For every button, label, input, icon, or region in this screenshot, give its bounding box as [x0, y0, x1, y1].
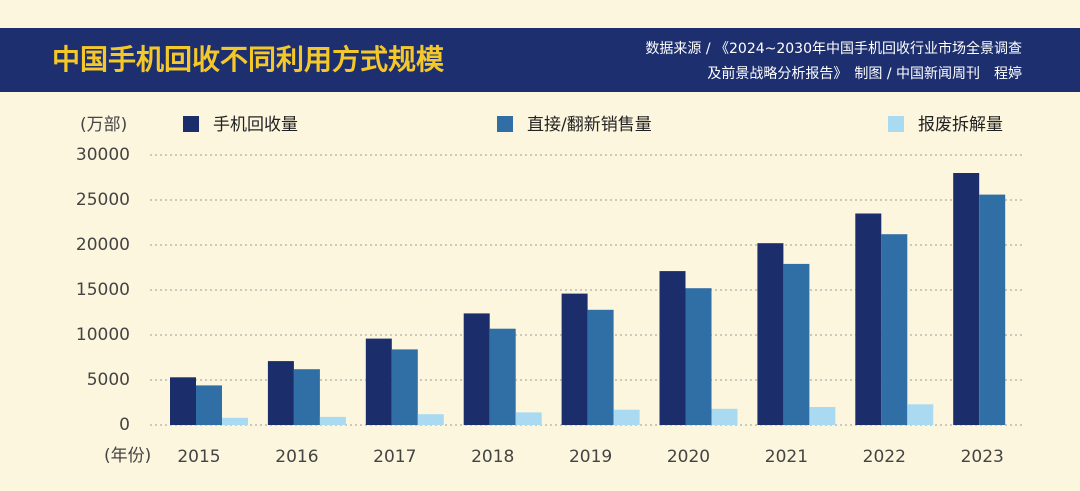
x-tick-label: 2021 — [765, 447, 808, 467]
bar — [561, 293, 588, 425]
x-tick-label: 2020 — [667, 447, 710, 467]
chart-title: 中国手机回收不同利用方式规模 — [52, 43, 445, 76]
x-tick-label: 2023 — [961, 447, 1004, 467]
bar — [319, 416, 346, 425]
bar — [489, 328, 516, 425]
bar — [907, 404, 934, 425]
y-tick-label: 10000 — [76, 325, 130, 345]
bar — [196, 385, 222, 425]
bar — [463, 313, 490, 425]
x-tick-label: 2018 — [471, 447, 514, 467]
source: 及前景战略分析报告》 制图 / 中国新闻周刊 程婷 — [707, 65, 1022, 82]
bar — [953, 173, 980, 425]
bar — [222, 417, 248, 425]
bar — [757, 243, 784, 425]
bar — [685, 288, 712, 425]
source: 数据来源 / 《2024~2030年中国手机回收行业市场全景调查 — [645, 40, 1022, 57]
bar — [293, 369, 320, 425]
bar — [515, 412, 542, 425]
header-band — [0, 28, 1080, 92]
x-tick-label: 2019 — [569, 447, 612, 467]
y-tick-label: 20000 — [76, 235, 130, 255]
bar — [855, 213, 882, 425]
y-axis-label: (万部) — [80, 115, 127, 135]
y-tick-label: 25000 — [76, 190, 130, 210]
x-tick-label: 2016 — [275, 447, 318, 467]
bar — [809, 407, 836, 425]
bar — [711, 408, 738, 425]
bar — [587, 309, 614, 425]
bar — [659, 271, 686, 425]
y-tick-label: 5000 — [87, 370, 130, 390]
legend-label: 报废拆解量 — [918, 115, 1003, 135]
y-tick-label: 30000 — [76, 145, 130, 165]
bar — [391, 349, 418, 425]
bar — [783, 263, 810, 425]
legend-swatch — [497, 116, 513, 132]
legend-swatch — [183, 116, 199, 132]
y-tick-label: 15000 — [76, 280, 130, 300]
x-tick-label: 2017 — [373, 447, 416, 467]
x-axis-label: (年份) — [104, 446, 151, 466]
bar — [365, 338, 392, 425]
bar — [170, 377, 196, 425]
bar — [613, 409, 640, 425]
bar — [417, 414, 444, 425]
legend-label: 直接/翻新销售量 — [527, 115, 652, 135]
x-tick-label: 2022 — [863, 447, 906, 467]
bar — [881, 234, 908, 425]
bar — [979, 194, 1006, 425]
y-tick-label: 0 — [119, 415, 130, 435]
x-tick-label: 2015 — [177, 447, 220, 467]
legend-swatch — [888, 116, 904, 132]
legend-label: 手机回收量 — [213, 115, 298, 135]
bar — [267, 361, 294, 425]
